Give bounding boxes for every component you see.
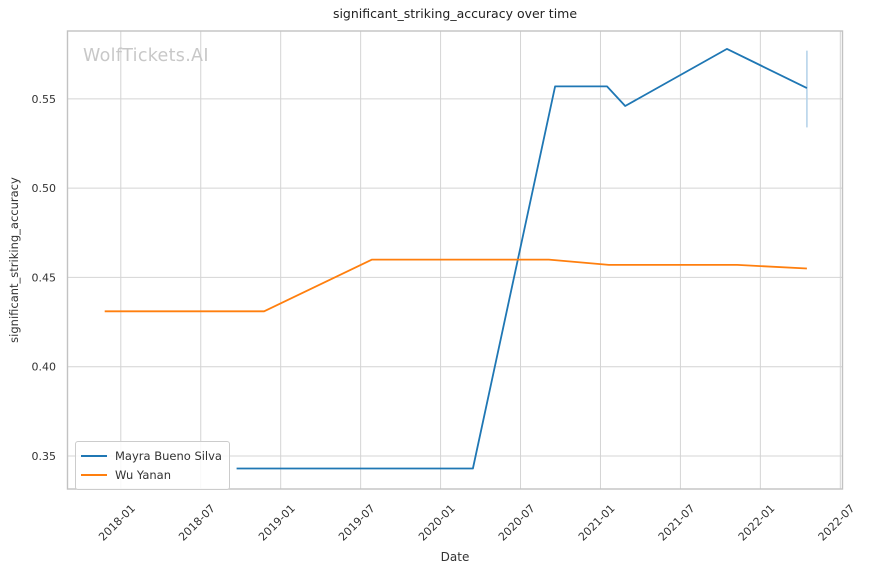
plot-border [66, 30, 844, 490]
y-tick-label: 0.45 [32, 271, 57, 284]
y-tick-label: 0.35 [32, 450, 57, 463]
y-tick-label: 0.40 [32, 361, 57, 374]
legend-label: Mayra Bueno Silva [115, 448, 222, 463]
x-tick-label: 2020-07 [496, 502, 538, 544]
x-tick-label: 2020-01 [416, 502, 458, 544]
y-tick-label: 0.50 [32, 182, 57, 195]
x-tick-label: 2019-07 [336, 502, 378, 544]
watermark: WolfTickets.AI [83, 46, 209, 66]
x-tick-label: 2021-01 [576, 502, 618, 544]
x-tick-label: 2018-01 [96, 502, 138, 544]
x-tick-label: 2019-01 [256, 502, 298, 544]
x-tick-label: 2022-07 [816, 502, 858, 544]
legend-swatch-line [81, 473, 107, 476]
legend-item-wu-yanan: Wu Yanan [81, 465, 221, 484]
legend-item-mayra-bueno-silva: Mayra Bueno Silva [81, 446, 222, 465]
series-line-mayra-bueno-silva [236, 48, 808, 470]
x-tick-label: 2022-01 [736, 502, 778, 544]
series-line-wu-yanan [104, 258, 807, 313]
legend-label: Wu Yanan [115, 467, 172, 482]
y-axis-label: significant_striking_accuracy [7, 177, 21, 343]
legend-swatch-line [81, 454, 107, 457]
chart-title: significant_striking_accuracy over time [332, 6, 578, 21]
x-tick-label: 2021-07 [656, 502, 698, 544]
x-axis-label: Date [440, 550, 470, 564]
x-tick-label: 2018-07 [176, 502, 218, 544]
y-tick-label: 0.55 [32, 93, 57, 106]
legend: Mayra Bueno Silva Wu Yanan [75, 441, 230, 490]
